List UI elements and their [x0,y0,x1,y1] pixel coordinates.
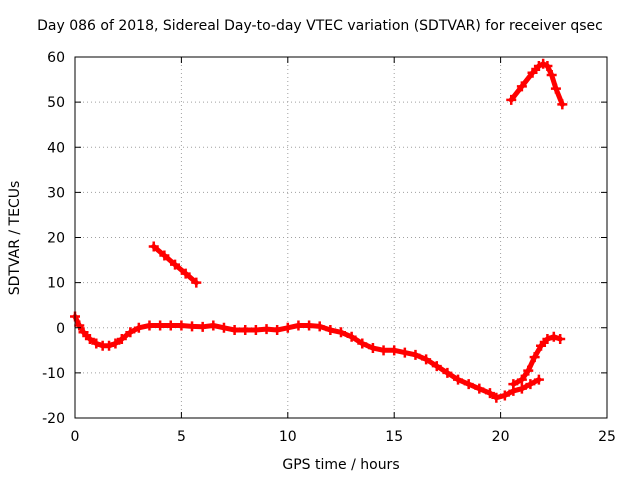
data-point [555,334,566,345]
data-point [367,343,378,354]
data-point [529,352,540,363]
data-point [84,334,95,345]
data-point [491,392,502,403]
data-point [542,334,553,345]
y-tick-label: 60 [47,50,65,66]
y-tick-label: 40 [47,140,65,156]
data-point [229,325,240,336]
data-point [378,345,389,356]
data-point [516,383,527,394]
data-point [431,361,442,372]
data-point [116,334,127,345]
data-point [357,338,368,349]
data-point [144,320,155,331]
data-point [542,61,553,72]
data-point [91,338,102,349]
x-tick-label: 0 [71,429,80,445]
data-point [410,349,421,360]
data-point [240,325,251,336]
data-point [187,321,198,332]
data-point [527,67,538,78]
data-point [536,340,547,351]
y-tick-label: 0 [56,321,65,337]
data-point [389,345,400,356]
data-point [304,320,315,331]
series-line-segment-late [510,334,563,387]
x-tick-label: 15 [385,429,403,445]
data-point [208,320,219,331]
data-point [165,320,176,331]
data-point [463,379,474,390]
y-axis-label: SDTVAR / TECUs [7,180,23,296]
data-point [159,250,170,261]
data-point [525,379,536,390]
data-point [155,320,166,331]
data-point [197,321,208,332]
data-point [104,340,115,351]
y-tick-label: -20 [42,411,65,427]
data-point [523,365,534,376]
data-point [550,83,561,94]
data-point [74,320,85,331]
data-point [78,327,89,338]
data-point [148,241,159,252]
data-point [191,277,202,288]
data-point [250,325,261,336]
chart-title: Day 086 of 2018, Sidereal Day-to-day VTE… [37,18,603,34]
grid [75,57,607,418]
x-tick-label: 20 [492,429,510,445]
data-point [314,321,325,332]
data-point [506,94,517,105]
ticks: 0 5 10 15 20 25 -20 -10 0 10 20 30 40 50 60 [42,50,616,445]
data-point [125,327,136,338]
data-point [282,322,293,333]
data-point [399,347,410,358]
data-point [218,322,229,333]
data-point [293,320,304,331]
data-point [261,324,272,335]
data-point [442,367,453,378]
data-point [170,259,181,270]
y-tick-label: 30 [47,185,65,201]
data-point [110,338,121,349]
data-point [516,81,527,92]
data-point [453,374,464,385]
data-point [548,331,559,342]
data-point [180,268,191,279]
data-point [516,374,527,385]
data-point [336,327,346,338]
data-point [176,320,187,331]
data-point [499,390,510,401]
data-point [557,99,568,110]
data-point [546,70,557,81]
data-point [508,379,519,390]
data-point [272,325,283,336]
x-tick-label: 5 [177,429,186,445]
data-point [346,331,357,342]
series-line-segment-high [508,61,565,107]
x-tick-label: 10 [279,429,297,445]
data-point [421,354,432,365]
y-tick-label: 10 [47,276,65,292]
y-tick-label: -10 [42,366,65,382]
data-point [325,325,336,336]
data-point [474,383,485,394]
data-point [533,374,544,385]
data-point [484,388,495,399]
series-layer [70,58,568,403]
data-point [133,322,144,333]
x-tick-label: 25 [598,429,616,445]
y-tick-label: 20 [47,231,65,247]
x-axis-label: GPS time / hours [282,457,400,473]
y-tick-label: 50 [47,95,65,111]
